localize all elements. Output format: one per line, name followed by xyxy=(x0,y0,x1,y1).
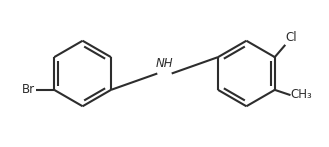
Text: CH₃: CH₃ xyxy=(291,88,312,101)
Text: NH: NH xyxy=(156,57,173,70)
Text: Br: Br xyxy=(22,83,35,96)
Text: Cl: Cl xyxy=(285,31,297,44)
